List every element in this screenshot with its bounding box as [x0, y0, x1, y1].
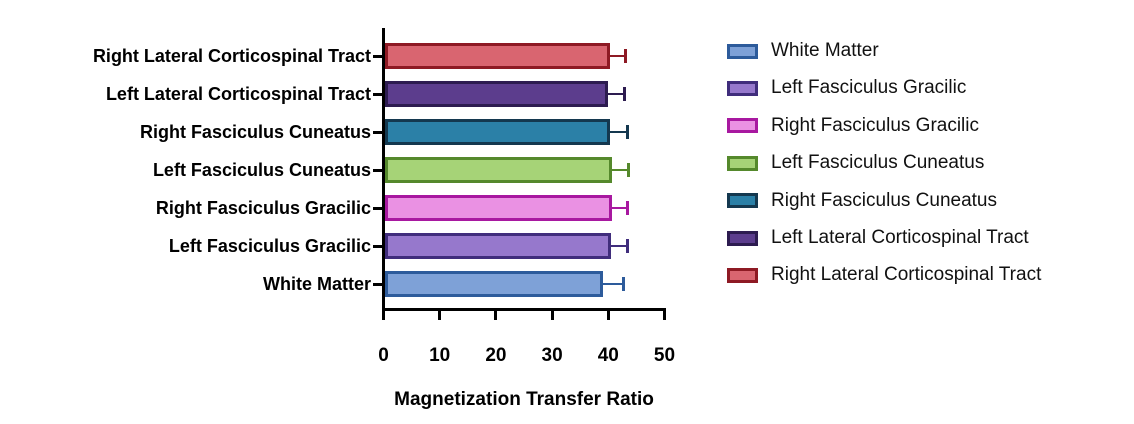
x-axis-tick-label: 40: [597, 345, 619, 366]
error-bar-cap: [627, 163, 630, 177]
y-axis-tick: [373, 206, 382, 210]
y-axis-tick: [373, 130, 382, 134]
legend-label-left-fasciculus-cuneatus: Left Fasciculus Cuneatus: [771, 152, 985, 174]
bar-right-lateral-corticospinal-tract: [385, 43, 610, 69]
y-axis-label-white-matter: White Matter: [263, 274, 371, 294]
y-axis-tick: [373, 168, 382, 172]
legend-swatch-right-fasciculus-cuneatus: [727, 193, 758, 209]
legend-swatch-left-fasciculus-gracilic: [727, 80, 758, 96]
error-bar-line: [603, 282, 623, 286]
y-axis-tick: [373, 92, 382, 96]
x-axis-tick: [663, 311, 666, 320]
legend-label-right-fasciculus-cuneatus: Right Fasciculus Cuneatus: [771, 189, 997, 211]
bar-left-fasciculus-cuneatus: [385, 157, 612, 183]
x-axis-tick: [606, 311, 610, 320]
error-bar-cap: [623, 87, 626, 101]
x-axis-tick-label: 30: [541, 345, 563, 366]
y-axis-line: [382, 28, 385, 311]
legend-swatch-white-matter: [727, 43, 758, 59]
y-axis-tick: [373, 244, 382, 248]
legend-swatch-right-lateral-corticospinal-tract: [727, 267, 758, 283]
bar-left-fasciculus-gracilic: [385, 233, 611, 259]
legend-label-right-fasciculus-gracilic: Right Fasciculus Gracilic: [771, 114, 979, 136]
bar-white-matter: [385, 271, 603, 297]
x-axis-tick: [382, 311, 385, 320]
error-bar-cap: [626, 239, 629, 253]
y-axis-label-right-lateral-corticospinal-tract: Right Lateral Corticospinal Tract: [92, 46, 371, 66]
y-axis-tick: [373, 54, 382, 58]
error-bar-line: [612, 206, 627, 210]
y-axis-label-left-fasciculus-cuneatus: Left Fasciculus Cuneatus: [152, 160, 371, 180]
legend-label-white-matter: White Matter: [771, 40, 879, 61]
error-bar-cap: [626, 201, 629, 215]
error-bar-line: [611, 244, 627, 248]
x-axis-tick-label: 50: [653, 345, 676, 366]
legend-swatch-right-fasciculus-gracilic: [727, 118, 758, 134]
error-bar-line: [612, 168, 628, 172]
x-axis-title: Magnetization Transfer Ratio: [394, 389, 654, 410]
error-bar-line: [608, 92, 624, 96]
bar-right-fasciculus-gracilic: [385, 195, 612, 221]
error-bar-line: [610, 54, 625, 58]
y-axis-tick: [373, 282, 382, 286]
legend-swatch-left-lateral-corticospinal-tract: [727, 230, 758, 246]
x-axis-tick-label: 0: [378, 345, 389, 366]
error-bar-cap: [622, 277, 625, 291]
legend-swatch-left-fasciculus-cuneatus: [727, 155, 758, 171]
x-axis-tick: [550, 311, 554, 320]
error-bar-cap: [624, 49, 627, 63]
error-bar-line: [610, 130, 627, 134]
x-axis-tick-label: 10: [429, 345, 451, 366]
x-axis-tick-label: 20: [485, 345, 507, 366]
bar-left-lateral-corticospinal-tract: [385, 81, 608, 107]
legend-label-right-lateral-corticospinal-tract: Right Lateral Corticospinal Tract: [771, 264, 1042, 286]
legend-label-left-fasciculus-gracilic: Left Fasciculus Gracilic: [771, 77, 967, 99]
y-axis-label-right-fasciculus-cuneatus: Right Fasciculus Cuneatus: [139, 122, 371, 142]
x-axis-tick: [438, 311, 442, 320]
y-axis-label-left-lateral-corticospinal-tract: Left Lateral Corticospinal Tract: [105, 84, 371, 104]
legend-label-left-lateral-corticospinal-tract: Left Lateral Corticospinal Tract: [771, 227, 1029, 248]
error-bar-cap: [626, 125, 629, 139]
x-axis-line: [382, 308, 666, 311]
y-axis-label-left-fasciculus-gracilic: Left Fasciculus Gracilic: [168, 236, 371, 256]
y-axis-label-right-fasciculus-gracilic: Right Fasciculus Gracilic: [155, 198, 371, 218]
x-axis-tick: [494, 311, 498, 320]
bar-right-fasciculus-cuneatus: [385, 119, 610, 145]
